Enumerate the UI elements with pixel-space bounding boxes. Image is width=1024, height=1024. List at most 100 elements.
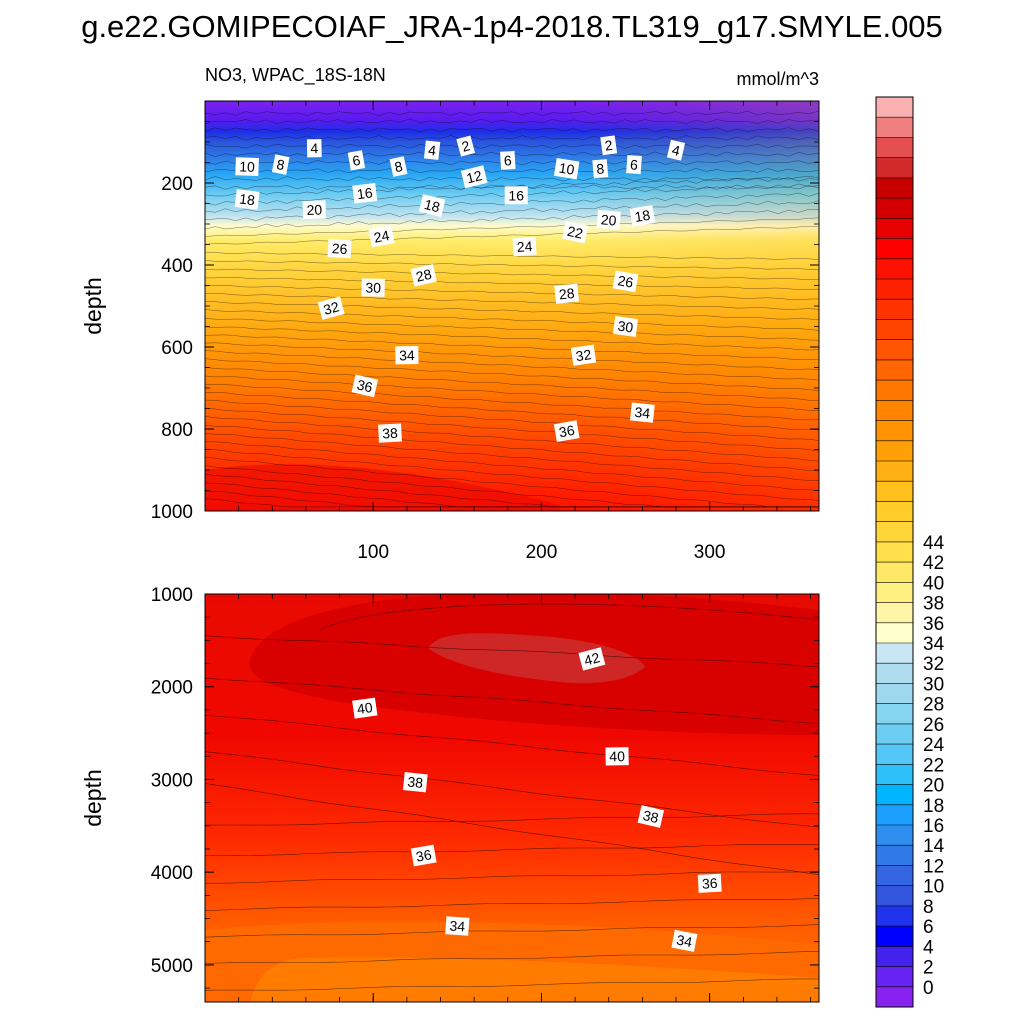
lower-contour-label: 38 [637,805,665,828]
upper-contour-label: 18 [418,194,446,218]
upper-contour-line [205,416,819,462]
colorbar-swatch [876,946,913,967]
upper-contour-label-box [561,221,589,244]
upper-contour-label-box [626,155,642,175]
upper-x-tick-label: 300 [694,542,726,563]
upper-contour-label-box [302,200,327,220]
colorbar-swatch [876,400,913,421]
upper-contour-label-text: 4 [310,140,318,156]
upper-contour-label-box [592,159,609,179]
upper-contour-label: 22 [561,221,589,244]
lower-y-axis-label: depth [80,769,106,827]
colorbar-swatch [876,521,913,543]
upper-contour-line [205,176,819,197]
upper-contour-line [205,118,819,124]
upper-contour-label: 6 [626,155,642,175]
lower-contour-label-box [697,873,722,893]
upper-contour-label-box [630,402,655,423]
upper-contour-label-text: 10 [558,160,576,178]
colorbar-swatch [876,501,913,523]
upper-contour-label-text: 26 [331,240,348,257]
upper-contour-label: 34 [395,346,419,365]
lower-contour-lines [205,603,819,991]
upper-contour-label-text: 8 [275,156,286,173]
upper-contour-label-text: 34 [634,404,651,422]
upper-contour-label: 34 [630,402,655,423]
upper-contour-label-text: 28 [414,266,433,285]
upper-contour-label-text: 32 [322,298,341,318]
lower-contour-line [205,714,819,776]
upper-contour-line [205,456,819,508]
colorbar-swatch [876,319,913,341]
upper-contour-label: 20 [596,209,621,230]
colorbar-label: 26 [923,715,944,736]
colorbar-swatch [876,966,913,988]
colorbar-label: 6 [923,917,934,938]
upper-contour-label-box [570,344,597,366]
lower-y-tick-label: 4000 [151,863,193,884]
lower-contour-line [205,844,819,856]
colorbar-swatch [876,541,913,563]
upper-contour-line [205,176,819,182]
upper-y-axis-label: depth [80,277,106,335]
upper-contour-label-box [666,139,686,161]
upper-contour-label-box [317,296,345,320]
upper-contour-label: 26 [327,239,352,259]
upper-contour-label-text: 32 [575,346,593,364]
lower-contour-line [205,871,819,884]
lower-42-region [428,633,645,684]
upper-contour-label: 8 [271,154,290,175]
upper-contour-label: 12 [460,165,488,189]
upper-contour-label-box [612,270,639,293]
upper-contour-line [205,301,819,321]
lower-contour-line [205,635,819,668]
upper-contour-label: 30 [612,315,639,338]
colorbar-swatch [876,845,913,866]
colorbar: 0246810121416182022242628303234363840424… [875,96,945,1008]
upper-contour-label-box [612,315,639,338]
lower-contour-label-text: 38 [641,807,660,826]
lower-contour-label: 34 [671,929,698,952]
upper-contour-line [205,217,819,237]
panel-variable-label: NO3, WPAC_18S-18N [205,65,386,86]
upper-contour-label-box [456,135,476,157]
lower-contour-line [319,603,819,631]
upper-contour-label-box [512,236,537,257]
colorbar-label: 24 [923,735,945,756]
colorbar-swatch [876,339,913,361]
colorbar-swatch [876,744,913,765]
colorbar-frame [875,96,914,1008]
lower-contour-label-box [605,747,629,766]
upper-contour-label-box [351,374,379,398]
colorbar-swatch [876,703,913,725]
colorbar-label: 38 [923,594,944,615]
lower-contour-line [205,924,819,938]
lower-contour-label: 38 [402,772,428,793]
upper-contour-line [205,168,819,174]
upper-contour-label: 20 [302,200,327,220]
upper-contour-label-box [460,165,488,189]
upper-contour-label-text: 28 [558,285,575,303]
lower-y-tick-label: 5000 [151,956,193,977]
colorbar-label: 8 [923,897,934,918]
colorbar-label: 16 [923,816,944,837]
upper-contour-label: 2 [456,135,476,157]
lower-contour-label-text: 36 [415,846,433,864]
upper-y-tick-label: 400 [161,256,193,277]
colorbar-swatch [876,117,913,138]
lower-contour-line [205,813,819,826]
upper-contour-line [205,498,819,508]
lower-contour-label-text: 34 [675,931,694,950]
colorbar-swatch [876,238,913,260]
upper-contour-label: 4 [666,139,686,161]
upper-contour-line [205,424,819,472]
chart-title: g.e22.GOMIPECOIAF_JRA-1p4-2018.TL319_g17… [81,9,943,44]
lower-contour-line [205,897,819,911]
upper-contour-label-box [306,139,322,158]
upper-contour-label: 10 [235,157,259,176]
lower-contour-line [205,751,819,828]
colorbar-swatch [876,764,913,785]
colorbar-swatch [876,905,913,927]
upper-contour-label-text: 2 [604,137,614,154]
upper-y-tick-label: 800 [161,420,193,441]
